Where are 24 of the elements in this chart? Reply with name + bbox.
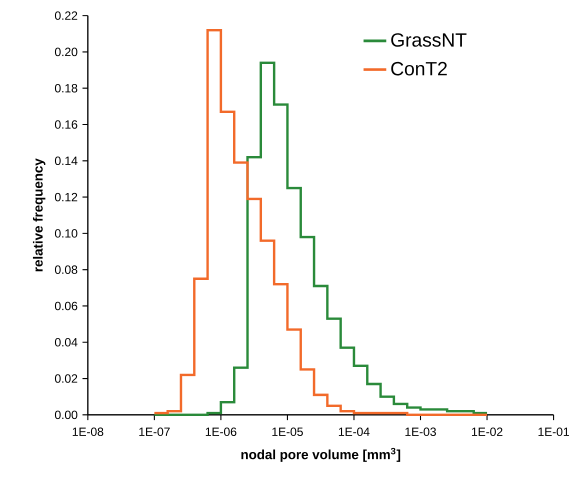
x-tick-label: 1E-07 <box>139 428 170 436</box>
x-axis-title: nodal pore volume [mm$^{3}$] <box>241 448 400 462</box>
y-tick-label: 0.16 <box>54 120 78 129</box>
y-tick-label: 0.02 <box>54 374 78 383</box>
x-tick-label: 1E-05 <box>272 428 303 436</box>
legend-label: ConT2 <box>391 62 447 76</box>
y-tick-label: 0.22 <box>54 11 78 20</box>
y-tick-label: 0.00 <box>54 410 78 420</box>
y-tick-label: 0.18 <box>54 84 78 92</box>
y-tick-label: 0.06 <box>54 302 78 310</box>
x-tick-label: 1E-03 <box>405 428 436 436</box>
x-tick-label: 1E-08 <box>72 428 104 436</box>
legend-label: GrassNT <box>391 33 466 47</box>
y-tick-label: 0.04 <box>54 338 78 346</box>
y-tick-label: 0.20 <box>54 48 78 56</box>
x-tick-label: 1E-04 <box>338 428 370 436</box>
y-tick-label: 0.10 <box>54 229 78 238</box>
y-tick-label: 0.14 <box>54 156 78 166</box>
y-tick-label: 0.08 <box>54 265 78 274</box>
y-axis-title: relative frequency <box>32 158 46 272</box>
x-tick-label: 1E-06 <box>206 428 236 436</box>
x-tick-label: 1E-02 <box>472 428 502 436</box>
y-tick-label: 0.12 <box>54 192 78 202</box>
x-tick-label: 1E-01 <box>538 428 569 436</box>
